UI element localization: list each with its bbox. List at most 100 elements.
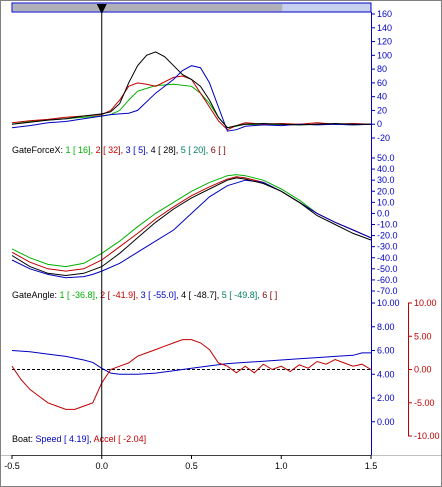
legend-entry-num: 6 [ <box>211 145 222 155</box>
legend-entry-value: 32] <box>106 145 121 155</box>
legend-entry-num: 1 [ <box>60 290 71 300</box>
y-tick-label: -20 <box>377 133 390 143</box>
legend-label: Boat: <box>12 434 36 444</box>
legend-separator: , <box>95 290 100 300</box>
x-tick-label: 1.0 <box>275 461 288 471</box>
legend-entry-value: -41.9] <box>110 290 136 300</box>
y-tick-label: -60.0 <box>377 275 398 285</box>
y-tick-label: 0.00 <box>377 417 395 427</box>
scrollbar-thumb <box>13 4 283 11</box>
y-tick-label: -20.0 <box>377 231 398 241</box>
legend-entry-value: 28] <box>161 145 176 155</box>
y-tick-label: 20 <box>377 105 387 115</box>
legend-entry-num: 2 [ <box>100 290 111 300</box>
legend-entry-num: 1 [ <box>66 145 77 155</box>
legend-separator: , <box>206 145 211 155</box>
y-tick-label: -70.0 <box>377 286 398 296</box>
series-line-1 <box>11 174 372 268</box>
legend-entry-value: 20] <box>191 145 206 155</box>
y-tick-label: 10.00 <box>377 298 400 308</box>
y-tick-label: 50.0 <box>377 153 395 163</box>
series-line-4 <box>11 177 372 277</box>
y-tick-label: 60 <box>377 78 387 88</box>
legend-entry-value: ] <box>221 145 226 155</box>
legend-entry-num: 5 [ <box>181 145 192 155</box>
y-tick-label: 120 <box>377 37 392 47</box>
legend-separator: , <box>91 145 96 155</box>
series-line-speed <box>11 350 371 375</box>
y-tick-label: 2.00 <box>377 393 395 403</box>
legend-entry-num: 6 [ <box>262 290 273 300</box>
y-secondary-tick-label: 10.00 <box>414 298 437 308</box>
legend-entry-value: 5] <box>136 145 146 155</box>
y-tick-label: 20.0 <box>377 186 395 196</box>
y-secondary-tick-label: 0.00 <box>414 365 432 375</box>
time-cursor[interactable] <box>96 4 107 455</box>
panel-gateangle: 50.040.030.020.010.00.0-10.0-20.0-30.0-4… <box>11 153 398 300</box>
y-tick-label: 140 <box>377 23 392 33</box>
y-tick-label: 0.0 <box>377 208 390 218</box>
y-tick-label: 30.0 <box>377 175 395 185</box>
y-tick-label: -50.0 <box>377 264 398 274</box>
chart-panels: 160 140 120 100 80 60 40 20 0 -20 GateForceX: 1 [ … <box>4 9 439 471</box>
legend-boat: Boat: Speed [ 4.19], Accel [ -2.04] <box>12 434 146 444</box>
y-tick-label: 10.0 <box>377 197 395 207</box>
y-tick-label: 8.00 <box>377 322 395 332</box>
y-tick-label: 40 <box>377 92 387 102</box>
series-line-4 <box>11 51 371 129</box>
y-tick-label: 40.0 <box>377 164 395 174</box>
y-secondary-tick-label: -5.00 <box>414 398 435 408</box>
y-secondary-tick-label: -10.00 <box>414 431 440 441</box>
legend-entry-num: 3 [ <box>141 290 152 300</box>
y-tick-label: 160 <box>377 9 392 19</box>
y-tick-label: 6.00 <box>377 346 395 356</box>
legend-gateforcex: GateForceX: 1 [ 16], 2 [ 32], 3 [ 5], 4 … <box>12 145 226 155</box>
legend-separator: , <box>176 290 181 300</box>
legend-gateangle: GateAngle: 1 [ -36.8], 2 [ -41.9], 3 [ -… <box>12 290 277 300</box>
legend-separator: , <box>121 145 126 155</box>
x-tick-label: 0.5 <box>185 461 198 471</box>
y-secondary-tick-label: 5.00 <box>414 331 432 341</box>
legend-entry-value: -36.8] <box>70 290 96 300</box>
x-tick-label: 0.0 <box>95 461 108 471</box>
panel-gateforcex: 160 140 120 100 80 60 40 20 0 -20 GateForceX: 1 [ … <box>11 9 392 155</box>
legend-label: GateAngle: <box>12 290 60 300</box>
series-line-accel <box>11 339 372 410</box>
legend-label: GateForceX: <box>12 145 66 155</box>
legend-separator: , <box>176 145 181 155</box>
y-tick-label: 80 <box>377 64 387 74</box>
y-tick-label: 4.00 <box>377 369 395 379</box>
legend-entry-num: 2 [ <box>96 145 107 155</box>
legend-entry-value: -49.8] <box>232 290 258 300</box>
y-tick-label: -40.0 <box>377 253 398 263</box>
legend-entry-num: 3 [ <box>126 145 137 155</box>
x-tick-label: 1.5 <box>365 461 378 471</box>
legend-separator: , <box>217 290 222 300</box>
y-tick-label: 0 <box>377 119 382 129</box>
legend-entry-value: ] <box>272 290 277 300</box>
panel-boat: 10.00 8.00 6.00 4.00 2.00 0.00 10.00 5.00 0.00 -5… <box>4 298 439 471</box>
series-line-3 <box>11 179 372 279</box>
legend-separator: , <box>89 434 94 444</box>
legend-separator: , <box>136 290 141 300</box>
legend-separator: , <box>146 145 151 155</box>
y-tick-label: 100 <box>377 50 392 60</box>
legend-entry-value: 4.19] <box>67 434 90 444</box>
legend-entry-value: -2.04] <box>121 434 147 444</box>
legend-entry-value: -55.0] <box>151 290 177 300</box>
legend-entry-name: Speed [ <box>36 434 68 444</box>
y-tick-label: -30.0 <box>377 242 398 252</box>
x-tick-label: -0.5 <box>4 461 20 471</box>
legend-entry-name: Accel [ <box>94 434 122 444</box>
legend-entry-value: -48.7] <box>191 290 217 300</box>
legend-entry-num: 4 [ <box>151 145 162 155</box>
cursor-marker-icon <box>96 4 107 14</box>
legend-entry-num: 4 [ <box>181 290 192 300</box>
y-tick-label: -10.0 <box>377 220 398 230</box>
top-scrollbar[interactable] <box>11 2 372 13</box>
legend-entry-num: 5 [ <box>222 290 233 300</box>
legend-entry-value: 16] <box>76 145 91 155</box>
legend-separator: , <box>257 290 262 300</box>
